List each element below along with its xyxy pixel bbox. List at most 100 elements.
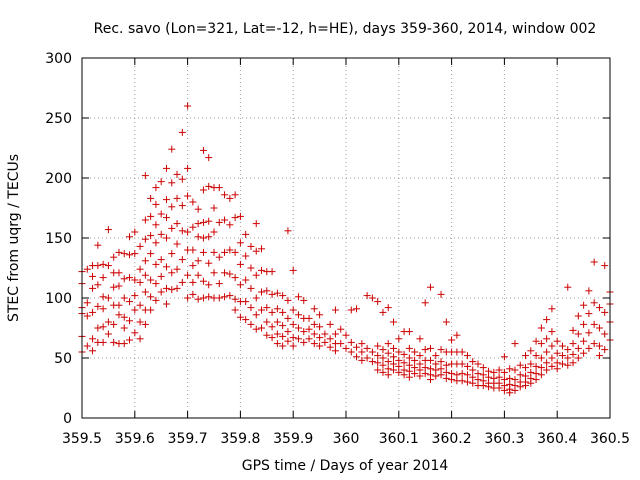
data-point [569,340,577,348]
chart-title: Rec. savo (Lon=321, Lat=-12, h=HE), days… [94,21,597,37]
data-point [199,146,207,154]
data-point [595,324,603,332]
data-point [273,318,281,326]
data-point [532,352,540,360]
data-point [379,361,387,369]
data-point [189,262,197,270]
data-point [147,212,155,220]
data-point [258,245,266,253]
data-point [522,382,530,390]
data-point [326,320,334,328]
data-point [157,272,165,280]
data-point [115,269,123,277]
data-point [374,366,382,374]
data-point [326,343,334,351]
data-point [495,366,503,374]
data-point [511,366,519,374]
data-point [522,372,530,380]
data-point [152,260,160,268]
data-point [268,323,276,331]
data-point [279,308,287,316]
data-point [141,172,149,180]
data-point [252,325,260,333]
data-point [258,306,266,314]
data-point [226,292,234,300]
data-point [215,253,223,261]
data-point [152,239,160,247]
data-point [258,324,266,332]
data-point [543,316,551,324]
data-point [384,304,392,312]
data-point [131,292,139,300]
data-point [463,378,471,386]
data-point [405,367,413,375]
data-point [242,316,250,324]
data-point [173,240,181,248]
data-point [136,242,144,250]
data-point [284,337,292,345]
data-point [458,360,466,368]
data-point [564,346,572,354]
data-point [221,216,229,224]
data-point [564,361,572,369]
data-point [305,314,313,322]
data-point [210,248,218,256]
data-point [162,164,170,172]
data-point [131,329,139,337]
data-point [215,218,223,226]
data-point [263,287,271,295]
data-point [310,340,318,348]
data-point [437,346,445,354]
data-point [120,250,128,258]
data-point [564,354,572,362]
data-point [294,293,302,301]
data-point [136,278,144,286]
data-point [294,324,302,332]
data-point [89,308,97,316]
data-point [331,306,339,314]
data-point [390,318,398,326]
data-point [236,313,244,321]
data-point [363,292,371,300]
data-point [205,217,213,225]
data-point [236,239,244,247]
data-point [268,308,276,316]
data-point [89,284,97,292]
data-point [426,356,434,364]
data-point [194,220,202,228]
data-point [162,234,170,242]
data-point [141,288,149,296]
data-point [247,264,255,272]
data-point [104,294,112,302]
data-point [585,287,593,295]
data-point [205,182,213,190]
data-point [458,377,466,385]
data-point [162,300,170,308]
data-point [126,233,134,241]
x-tick-label: 359.8 [220,431,260,447]
data-point [416,360,424,368]
data-point [363,344,371,352]
data-point [426,376,434,384]
data-point [104,330,112,338]
data-point [548,362,556,370]
data-point [532,376,540,384]
data-point [437,371,445,379]
data-point [527,368,535,376]
data-point [168,269,176,277]
data-point [448,370,456,378]
data-point [395,362,403,370]
data-point [374,342,382,350]
data-point [537,371,545,379]
data-point [273,330,281,338]
data-point [537,364,545,372]
data-point [384,349,392,357]
data-point [210,204,218,212]
data-point [379,308,387,316]
data-point [558,360,566,368]
data-point [463,371,471,379]
data-point [305,325,313,333]
data-point [543,348,551,356]
data-point [231,295,239,303]
data-point [126,317,134,325]
